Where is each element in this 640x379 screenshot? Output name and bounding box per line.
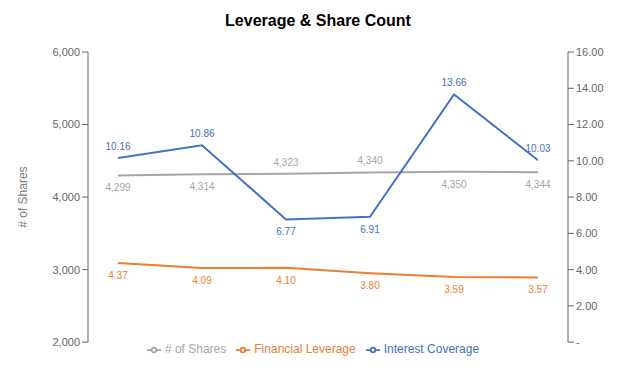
svg-text:4,350: 4,350	[441, 179, 466, 190]
svg-text:4,314: 4,314	[189, 181, 214, 192]
svg-text:2.00: 2.00	[576, 300, 597, 312]
svg-text:10.00: 10.00	[576, 155, 604, 167]
svg-text:8.00: 8.00	[576, 191, 597, 203]
svg-text:4.37: 4.37	[108, 270, 128, 281]
svg-text:10.16: 10.16	[105, 141, 130, 152]
svg-text:-: -	[576, 336, 580, 348]
svg-text:16.00: 16.00	[576, 46, 604, 58]
svg-text:4.10: 4.10	[276, 275, 296, 286]
svg-text:12.00: 12.00	[576, 118, 604, 130]
svg-text:3.80: 3.80	[360, 280, 380, 291]
svg-text:4.09: 4.09	[192, 275, 212, 286]
svg-text:4,340: 4,340	[357, 155, 382, 166]
svg-text:3,000: 3,000	[52, 264, 80, 276]
svg-text:10.03: 10.03	[525, 143, 550, 154]
svg-text:4,344: 4,344	[525, 179, 550, 190]
svg-text:# of Shares: # of Shares	[16, 166, 30, 227]
svg-text:4,000: 4,000	[52, 191, 80, 203]
svg-text:3.57: 3.57	[528, 284, 548, 295]
html-text:Financial Leverage: Financial Leverage	[254, 342, 356, 357]
svg-text:4,299: 4,299	[105, 182, 130, 193]
svg-text:5,000: 5,000	[52, 118, 80, 130]
svg-text:6,000: 6,000	[52, 46, 80, 58]
svg-text:13.66: 13.66	[441, 77, 466, 88]
html-text:# of Shares: # of Shares	[164, 342, 227, 357]
svg-text:6.00: 6.00	[576, 227, 597, 239]
svg-text:14.00: 14.00	[576, 82, 604, 94]
svg-text:4.00: 4.00	[576, 264, 597, 276]
svg-text:3.59: 3.59	[444, 284, 464, 295]
svg-text:10.86: 10.86	[189, 128, 214, 139]
html-text:Leverage & Share Count: Leverage & Share Count	[225, 12, 411, 29]
svg-text:2,000: 2,000	[52, 336, 80, 348]
svg-text:6.77: 6.77	[276, 226, 296, 237]
svg-text:6.91: 6.91	[360, 224, 380, 235]
html-text:Interest Coverage: Interest Coverage	[383, 342, 480, 357]
svg-text:4,323: 4,323	[273, 157, 298, 168]
